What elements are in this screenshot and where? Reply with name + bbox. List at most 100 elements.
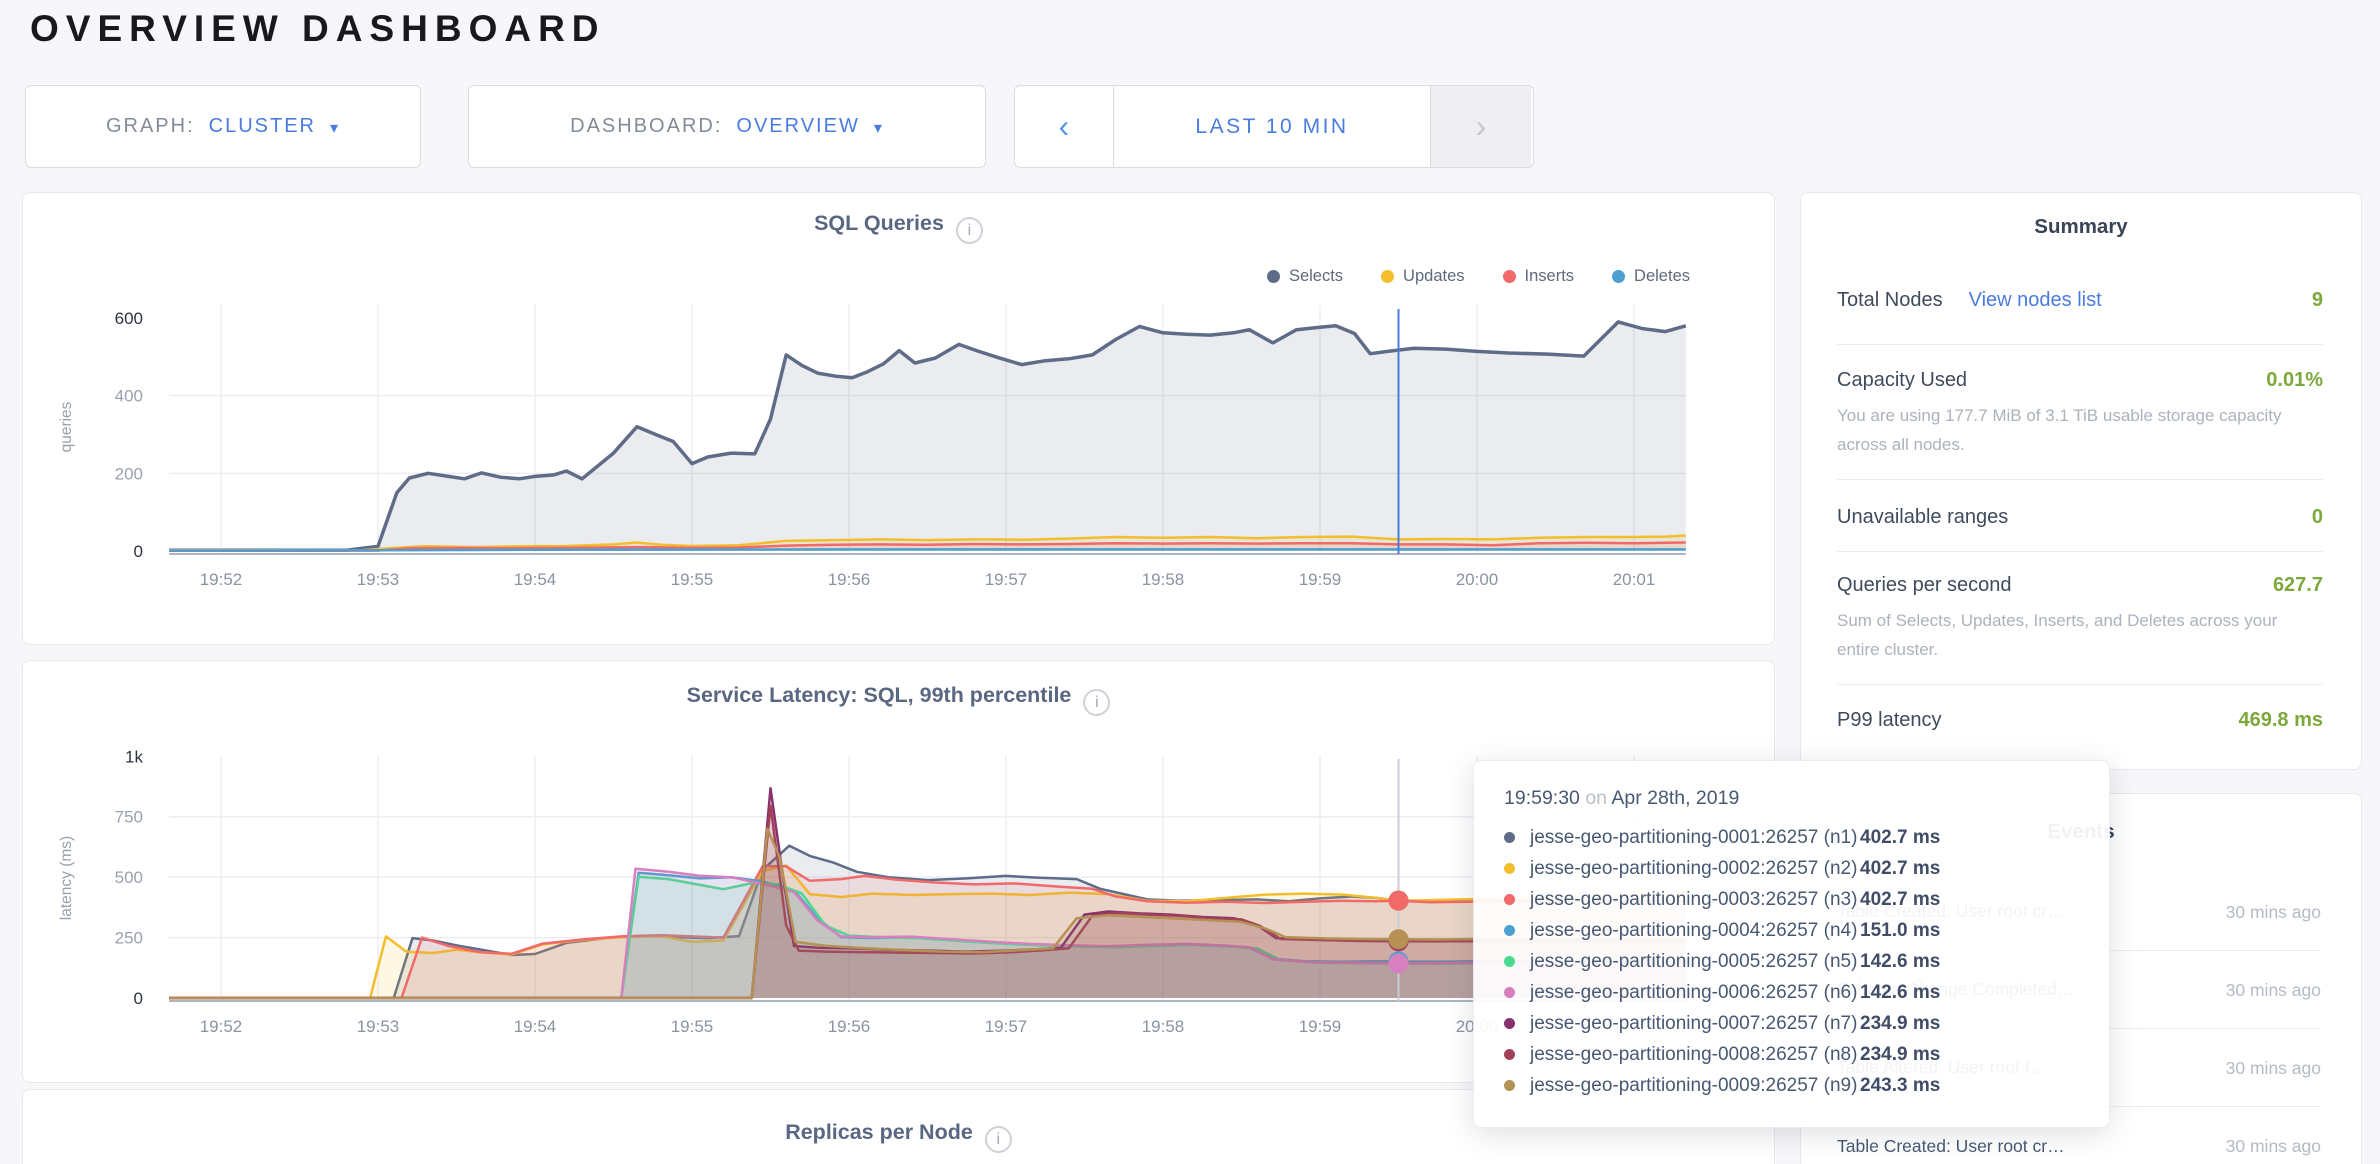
summary-row-main: Total Nodes View nodes list 9 (1837, 289, 2323, 312)
node-name: jesse-geo-partitioning-0005:26257 (n5) (1530, 950, 1858, 972)
svg-text:19:57: 19:57 (985, 570, 1028, 589)
dashboard-dropdown-label: DASHBOARD: (570, 115, 723, 137)
svg-text:0: 0 (134, 989, 143, 1008)
legend-dot-icon (1381, 270, 1395, 283)
node-color-dot-icon (1504, 1080, 1515, 1091)
node-color-dot-icon (1504, 1018, 1515, 1029)
svg-text:500: 500 (115, 868, 143, 887)
summary-row-main: P99 latency 469.8 ms (1837, 709, 2323, 732)
node-name: jesse-geo-partitioning-0003:26257 (n3) (1530, 888, 1858, 910)
summary-row-value: 0.01% (2266, 369, 2323, 391)
page-title: OVERVIEW DASHBOARD (30, 8, 606, 49)
node-name: jesse-geo-partitioning-0008:26257 (n8) (1530, 1043, 1858, 1065)
sql-chart-legend: Selects Updates Inserts Deletes (1266, 267, 1690, 286)
summary-row: Unavailable ranges 0 (1837, 480, 2323, 552)
tooltip-node-row: jesse-geo-partitioning-0008:26257 (n8) 23… (1504, 1039, 2079, 1070)
chart-hover-tooltip: 19:59:30 on Apr 28th, 2019 jesse-geo-par… (1473, 760, 2110, 1128)
legend-item-updates[interactable]: Updates (1381, 267, 1465, 286)
tooltip-node-row: jesse-geo-partitioning-0004:26257 (n4) 15… (1504, 915, 2079, 946)
summary-row-value: 0 (2311, 506, 2323, 528)
node-latency-value: 234.9 ms (1860, 1012, 1941, 1034)
sql-queries-chart-card: SQL Queries i Selects Updates Inserts Delete… (22, 192, 1775, 645)
chevron-down-icon: ▾ (330, 120, 341, 137)
node-latency-value: 243.3 ms (1860, 1074, 1941, 1096)
summary-row-subtext: You are using 177.7 MiB of 3.1 TiB usabl… (1837, 406, 2282, 454)
svg-text:19:59: 19:59 (1299, 570, 1342, 589)
svg-text:19:55: 19:55 (671, 570, 714, 589)
node-color-dot-icon (1504, 832, 1515, 843)
node-latency-value: 234.9 ms (1860, 1043, 1941, 1065)
svg-text:200: 200 (115, 464, 143, 483)
legend-item-deletes[interactable]: Deletes (1612, 267, 1690, 286)
tooltip-node-rows: jesse-geo-partitioning-0001:26257 (n1) 40… (1504, 822, 2079, 1101)
svg-text:750: 750 (115, 808, 143, 827)
time-next-button[interactable]: › (1430, 86, 1531, 167)
dashboard-dropdown[interactable]: DASHBOARD: OVERVIEW ▾ (468, 85, 986, 168)
summary-title: Summary (2034, 215, 2128, 238)
time-window-selector: ‹ LAST 10 MIN › (1014, 85, 1534, 168)
summary-row-subtext: Sum of Selects, Updates, Inserts, and De… (1837, 611, 2278, 659)
tooltip-node-row: jesse-geo-partitioning-0002:26257 (n2) 40… (1504, 853, 2079, 884)
summary-row-value: 9 (2311, 289, 2323, 311)
service-latency-chart[interactable]: 19:52 19:53 19:54 19:55 19:56 19:57 19:58 19:59… (23, 661, 1776, 1084)
tooltip-date: Apr 28th, 2019 (1611, 787, 1740, 809)
sql-queries-chart[interactable]: 19:52 19:53 19:54 19:55 19:56 19:57 19:58 19:59… (23, 193, 1776, 646)
info-icon[interactable]: i (984, 1126, 1012, 1153)
tooltip-node-row: jesse-geo-partitioning-0009:26257 (n9) 24… (1504, 1070, 2079, 1101)
info-icon[interactable]: i (955, 217, 983, 244)
replicas-per-node-chart-title: Replicas per Node i (23, 1120, 1774, 1153)
node-color-dot-icon (1504, 894, 1515, 905)
node-latency-value: 142.6 ms (1860, 950, 1941, 972)
chart-title-text: SQL Queries (814, 211, 944, 235)
summary-row: Capacity Used 0.01% You are using 177.7 Mi… (1837, 345, 2323, 480)
time-window-label[interactable]: LAST 10 MIN (1195, 114, 1349, 138)
summary-row: Queries per second 627.7 Sum of Selects, U… (1837, 552, 2323, 685)
event-time: 30 mins ago (2225, 901, 2321, 922)
summary-panel: Summary Total Nodes View nodes list 9 Capac… (1800, 192, 2362, 770)
svg-text:20:01: 20:01 (1613, 570, 1656, 589)
legend-item-inserts[interactable]: Inserts (1502, 267, 1574, 286)
svg-text:19:54: 19:54 (514, 570, 557, 589)
svg-text:19:52: 19:52 (200, 1017, 243, 1036)
node-name: jesse-geo-partitioning-0004:26257 (n4) (1530, 919, 1858, 941)
summary-row-label: Queries per second (1837, 574, 2012, 596)
legend-label: Selects (1288, 267, 1344, 285)
node-name: jesse-geo-partitioning-0009:26257 (n9) (1530, 1074, 1858, 1096)
tooltip-on-text: on (1585, 787, 1608, 809)
info-icon[interactable]: i (1083, 689, 1111, 716)
node-color-dot-icon (1504, 1049, 1515, 1060)
legend-item-selects[interactable]: Selects (1266, 267, 1344, 286)
svg-text:600: 600 (115, 309, 143, 328)
tooltip-node-row: jesse-geo-partitioning-0001:26257 (n1) 40… (1504, 822, 2079, 853)
time-prev-button[interactable]: ‹ (1015, 86, 1114, 167)
summary-row-main: Unavailable ranges 0 (1837, 506, 2323, 529)
node-color-dot-icon (1504, 925, 1515, 936)
node-latency-value: 402.7 ms (1860, 826, 1941, 848)
graph-dropdown-label: GRAPH: (105, 115, 195, 137)
legend-label: Deletes (1634, 267, 1690, 285)
node-name: jesse-geo-partitioning-0002:26257 (n2) (1530, 857, 1858, 879)
tooltip-node-row: jesse-geo-partitioning-0005:26257 (n5) 14… (1504, 946, 2079, 977)
svg-text:20:00: 20:00 (1456, 570, 1499, 589)
event-row[interactable]: Table Created: User root cr… 30 mins ago (1837, 1107, 2321, 1164)
node-latency-value: 142.6 ms (1860, 981, 1941, 1003)
svg-text:19:58: 19:58 (1142, 1017, 1185, 1036)
svg-text:400: 400 (115, 387, 143, 406)
event-time: 30 mins ago (2225, 1057, 2321, 1078)
svg-text:19:56: 19:56 (828, 1017, 871, 1036)
view-nodes-list-link[interactable]: View nodes list (1968, 289, 2102, 311)
tooltip-node-row: jesse-geo-partitioning-0006:26257 (n6) 14… (1504, 977, 2079, 1008)
svg-text:1k: 1k (125, 747, 143, 766)
svg-text:250: 250 (115, 929, 143, 948)
summary-row: Total Nodes View nodes list 9 (1837, 261, 2323, 345)
summary-row-label: P99 latency (1837, 709, 1942, 731)
summary-rows: Total Nodes View nodes list 9 Capacity Used… (1801, 261, 2361, 742)
svg-text:19:55: 19:55 (671, 1017, 714, 1036)
svg-text:19:58: 19:58 (1142, 570, 1185, 589)
node-name: jesse-geo-partitioning-0006:26257 (n6) (1530, 981, 1858, 1003)
legend-dot-icon (1502, 270, 1516, 283)
summary-row-main: Capacity Used 0.01% (1837, 369, 2323, 392)
tooltip-time: 19:59:30 (1504, 787, 1580, 809)
legend-dot-icon (1612, 270, 1626, 283)
graph-dropdown[interactable]: GRAPH: CLUSTER ▾ (25, 85, 421, 168)
